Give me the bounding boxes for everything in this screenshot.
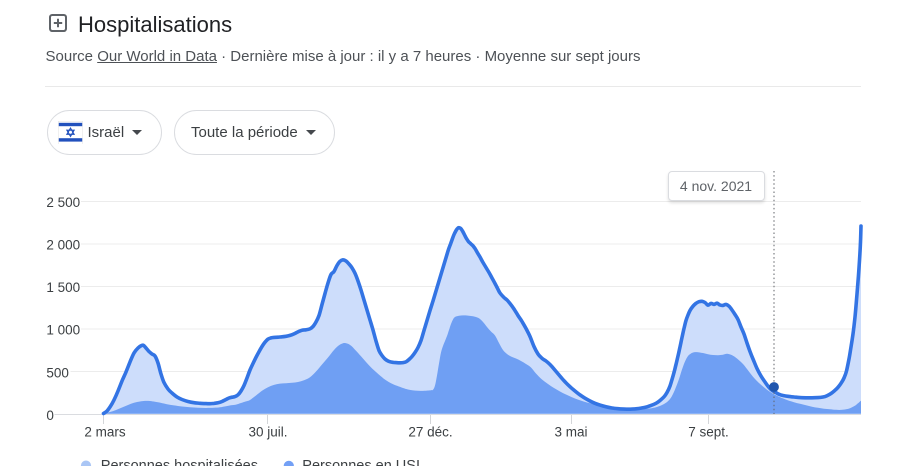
svg-text:3 mai: 3 mai bbox=[554, 425, 587, 440]
svg-text:30 juil.: 30 juil. bbox=[248, 425, 287, 440]
svg-text:7 sept.: 7 sept. bbox=[688, 425, 729, 440]
svg-text:1 500: 1 500 bbox=[46, 280, 80, 295]
svg-text:1 000: 1 000 bbox=[46, 323, 80, 338]
svg-text:27 déc.: 27 déc. bbox=[408, 425, 452, 440]
svg-text:Personnes en USI: Personnes en USI bbox=[302, 458, 420, 466]
svg-text:2 500: 2 500 bbox=[46, 195, 80, 210]
svg-text:2 mars: 2 mars bbox=[84, 425, 126, 440]
svg-text:2 000: 2 000 bbox=[46, 238, 80, 253]
svg-text:0: 0 bbox=[46, 408, 54, 423]
svg-text:Personnes hospitalisées: Personnes hospitalisées bbox=[101, 458, 258, 466]
svg-text:500: 500 bbox=[46, 365, 69, 380]
